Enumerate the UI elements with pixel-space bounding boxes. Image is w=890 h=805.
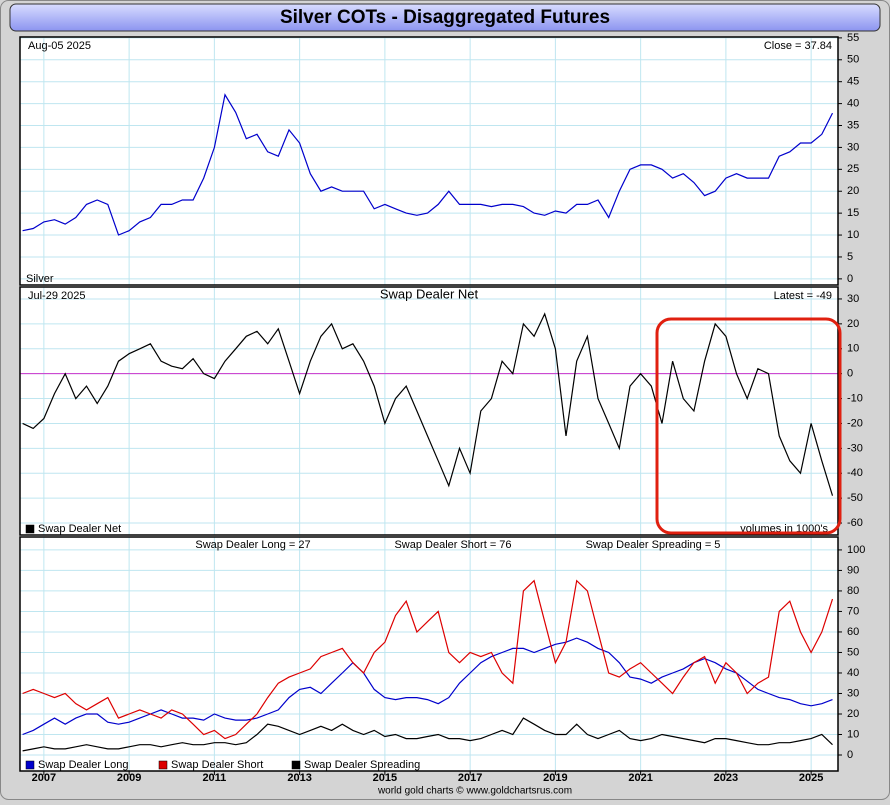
- panel-border: [19, 286, 839, 536]
- y-tick-label: 10: [847, 728, 859, 740]
- panel-border: [19, 536, 839, 772]
- y-tick-label: 80: [847, 585, 859, 597]
- legend-label: Swap Dealer Long: [38, 759, 129, 771]
- y-tick-label: -60: [847, 517, 863, 529]
- y-tick-label: -50: [847, 492, 863, 504]
- x-tick-label: 2015: [373, 772, 397, 784]
- y-tick-label: 55: [847, 32, 859, 44]
- highlight-box: [655, 317, 842, 535]
- legend-label: Silver: [26, 273, 54, 285]
- latest-label: Latest = -49: [774, 290, 832, 302]
- y-tick-label: 10: [847, 343, 859, 355]
- legend-label: Swap Dealer Spreading: [304, 759, 420, 771]
- y-tick-label: 10: [847, 229, 859, 241]
- plot-background: [20, 37, 838, 771]
- y-tick-label: 20: [847, 185, 859, 197]
- panel-title: Swap Dealer Net: [380, 286, 479, 301]
- footer: world gold charts © www.goldchartsrus.co…: [377, 786, 572, 797]
- y-tick-label: 100: [847, 544, 865, 556]
- y-tick-label: 0: [847, 368, 853, 380]
- x-tick-label: 2011: [202, 772, 226, 784]
- y-tick-label: 40: [847, 98, 859, 110]
- x-tick-label: 2013: [287, 772, 311, 784]
- y-tick-label: -10: [847, 392, 863, 404]
- y-tick-label: 70: [847, 605, 859, 617]
- series-line: [22, 717, 833, 752]
- stat-label: Swap Dealer Short = 76: [394, 539, 511, 551]
- date-label: Jul-29 2025: [28, 290, 86, 302]
- y-tick-label: 5: [847, 251, 853, 263]
- x-tick-label: 2025: [799, 772, 823, 784]
- y-tick-label: 30: [847, 293, 859, 305]
- x-tick-label: 2007: [32, 772, 56, 784]
- series-line: [22, 312, 834, 496]
- legend-label: Swap Dealer Net: [38, 523, 121, 535]
- panel-border: [19, 36, 839, 286]
- x-tick-label: 2023: [714, 772, 738, 784]
- title-bar: [9, 3, 881, 32]
- latest-label: Close = 37.84: [764, 40, 832, 52]
- y-tick-label: 0: [847, 749, 853, 761]
- y-tick-label: 90: [847, 564, 859, 576]
- y-tick-label: -30: [847, 442, 863, 454]
- y-tick-label: 45: [847, 76, 859, 88]
- y-tick-label: 50: [847, 54, 859, 66]
- legend-swatch: [25, 524, 35, 534]
- y-tick-label: 20: [847, 708, 859, 720]
- legend-swatch: [291, 760, 301, 770]
- x-tick-label: 2009: [117, 772, 141, 784]
- y-tick-label: 40: [847, 667, 859, 679]
- y-tick-label: 30: [847, 141, 859, 153]
- y-tick-label: 30: [847, 687, 859, 699]
- legend-label: Swap Dealer Short: [171, 759, 263, 771]
- date-label: Aug-05 2025: [28, 40, 91, 52]
- y-tick-label: -20: [847, 417, 863, 429]
- stat-label: Swap Dealer Spreading = 5: [586, 539, 721, 551]
- chart-title: Silver COTs - Disaggregated Futures: [280, 7, 610, 28]
- series-line: [22, 93, 834, 236]
- x-tick-label: 2019: [543, 772, 567, 784]
- y-tick-label: 0: [847, 273, 853, 285]
- y-tick-label: 25: [847, 163, 859, 175]
- y-tick-label: 15: [847, 207, 859, 219]
- legend-swatch: [158, 760, 168, 770]
- y-tick-label: 60: [847, 626, 859, 638]
- series-line: [22, 579, 834, 740]
- x-tick-label: 2017: [458, 772, 482, 784]
- y-tick-label: 35: [847, 119, 859, 131]
- stat-label: Swap Dealer Long = 27: [195, 539, 310, 551]
- y-tick-label: 20: [847, 318, 859, 330]
- legend-swatch: [25, 760, 35, 770]
- y-tick-label: 50: [847, 646, 859, 658]
- y-tick-label: -40: [847, 467, 863, 479]
- x-tick-label: 2021: [628, 772, 652, 784]
